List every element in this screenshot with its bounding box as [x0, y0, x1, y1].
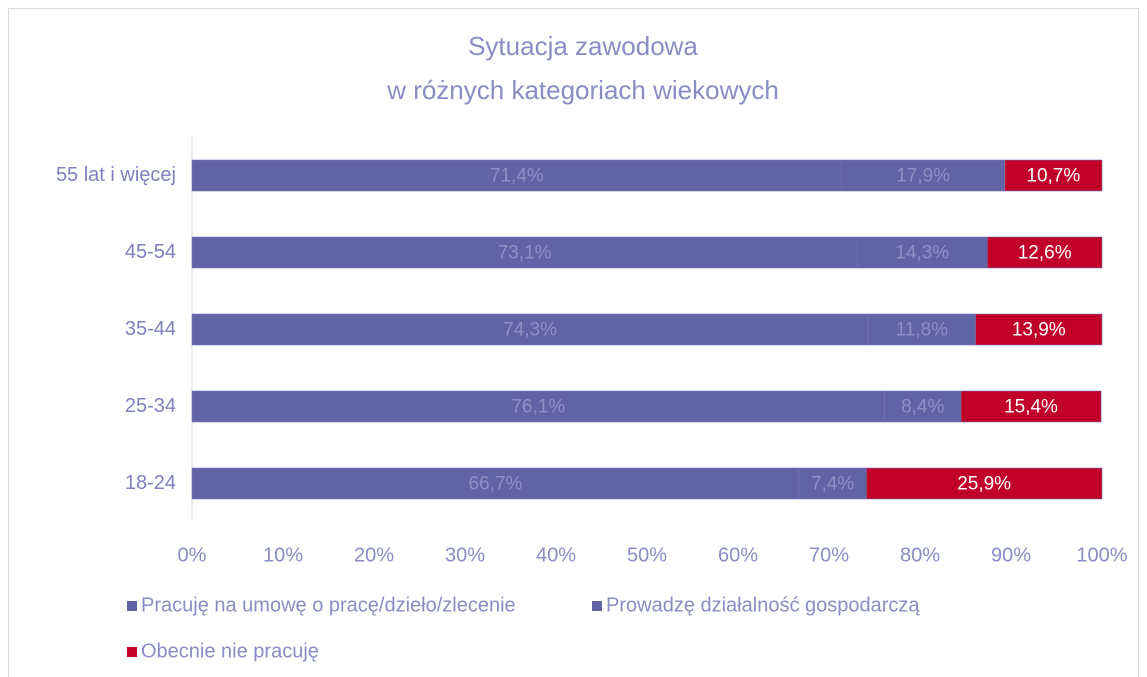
legend-marker: [592, 601, 602, 611]
bar-segment: [798, 467, 867, 500]
y-tick-label: 55 lat i więcej: [56, 164, 176, 186]
bar-segment: [960, 390, 1102, 423]
bar-segment: [1004, 159, 1103, 192]
bar-segment: [884, 390, 962, 423]
x-tick-label: 90%: [991, 544, 1031, 566]
bar-segment: [191, 159, 843, 192]
bar-segment: [191, 313, 869, 346]
data-label: 73,1%: [498, 243, 552, 264]
data-label: 10,7%: [1026, 166, 1080, 187]
data-label: 8,4%: [901, 397, 944, 418]
data-label: 15,4%: [1004, 397, 1058, 418]
data-label: 17,9%: [896, 166, 950, 187]
x-tick-label: 100%: [1076, 544, 1127, 566]
data-label: 13,9%: [1012, 320, 1066, 341]
data-label: 74,3%: [503, 320, 557, 341]
legend-marker: [127, 647, 137, 657]
y-tick-label: 25-34: [125, 395, 176, 417]
data-label: 25,9%: [957, 474, 1011, 495]
legend-label: Prowadzę działalność gospodarczą: [606, 594, 920, 616]
y-tick-label: 18-24: [125, 472, 176, 494]
legend-marker: [127, 601, 137, 611]
data-label: 7,4%: [811, 474, 854, 495]
y-tick-label: 45-54: [125, 241, 176, 263]
data-label: 71,4%: [490, 166, 544, 187]
x-tick-label: 10%: [263, 544, 303, 566]
data-label: 12,6%: [1018, 243, 1072, 264]
bar-segment: [191, 467, 800, 500]
x-tick-label: 20%: [354, 544, 394, 566]
x-tick-label: 30%: [445, 544, 485, 566]
data-label: 76,1%: [511, 397, 565, 418]
x-tick-label: 80%: [900, 544, 940, 566]
data-label: 11,8%: [896, 320, 949, 341]
x-tick-label: 70%: [809, 544, 849, 566]
bar-segment: [191, 236, 858, 269]
x-tick-label: 50%: [627, 544, 667, 566]
bar-segment: [866, 467, 1103, 500]
data-label: 66,7%: [469, 474, 523, 495]
chart-title: w różnych kategoriach wiekowych: [386, 75, 779, 105]
chart-title: Sytuacja zawodowa: [468, 31, 698, 61]
x-tick-label: 0%: [178, 544, 207, 566]
bar-segment: [987, 236, 1103, 269]
bar-segment: [191, 390, 885, 423]
x-tick-label: 60%: [718, 544, 758, 566]
bar-segment: [841, 159, 1005, 192]
bar-segment: [867, 313, 976, 346]
chart-border: [8, 8, 1139, 677]
legend-label: Pracuję na umowę o pracę/dzieło/zlecenie: [141, 594, 516, 616]
data-label: 14,3%: [895, 243, 949, 264]
bar-segment: [975, 313, 1103, 346]
y-tick-label: 35-44: [125, 318, 176, 340]
legend-label: Obecnie nie pracuję: [141, 640, 319, 662]
x-tick-label: 40%: [536, 544, 576, 566]
